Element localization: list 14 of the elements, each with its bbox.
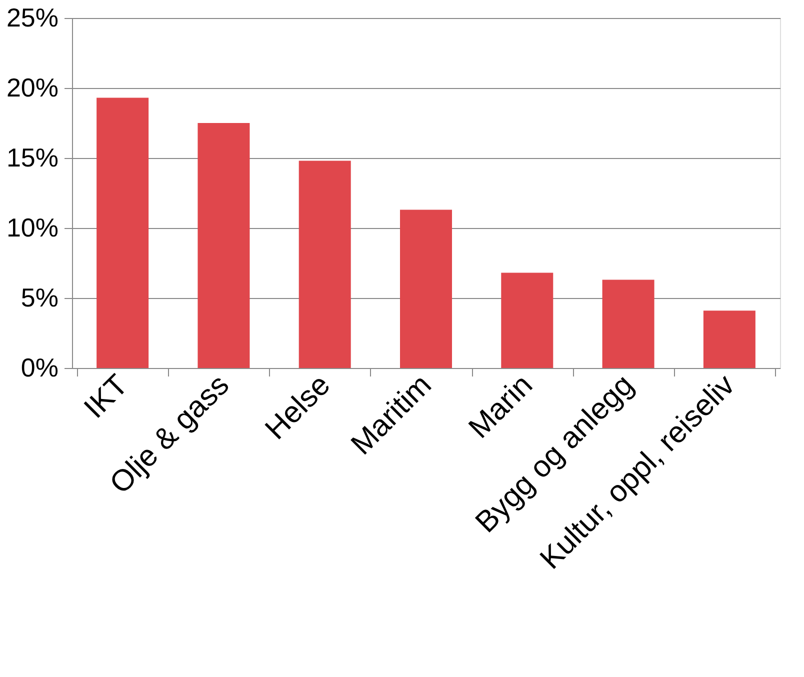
- y-tick-label: 20%: [6, 72, 58, 102]
- bar: [501, 272, 554, 368]
- y-tick-label: 15%: [6, 142, 58, 172]
- bar: [602, 280, 654, 368]
- bar: [198, 123, 250, 368]
- x-tick-label: IKT: [78, 368, 134, 425]
- bar: [96, 98, 149, 368]
- bar: [400, 210, 452, 368]
- y-tick-label: 0%: [20, 352, 58, 382]
- y-tick-label: 25%: [6, 2, 58, 32]
- bar: [298, 160, 351, 368]
- y-tick-label: 10%: [6, 212, 58, 242]
- y-tick-label: 5%: [20, 282, 58, 312]
- bar: [703, 310, 756, 368]
